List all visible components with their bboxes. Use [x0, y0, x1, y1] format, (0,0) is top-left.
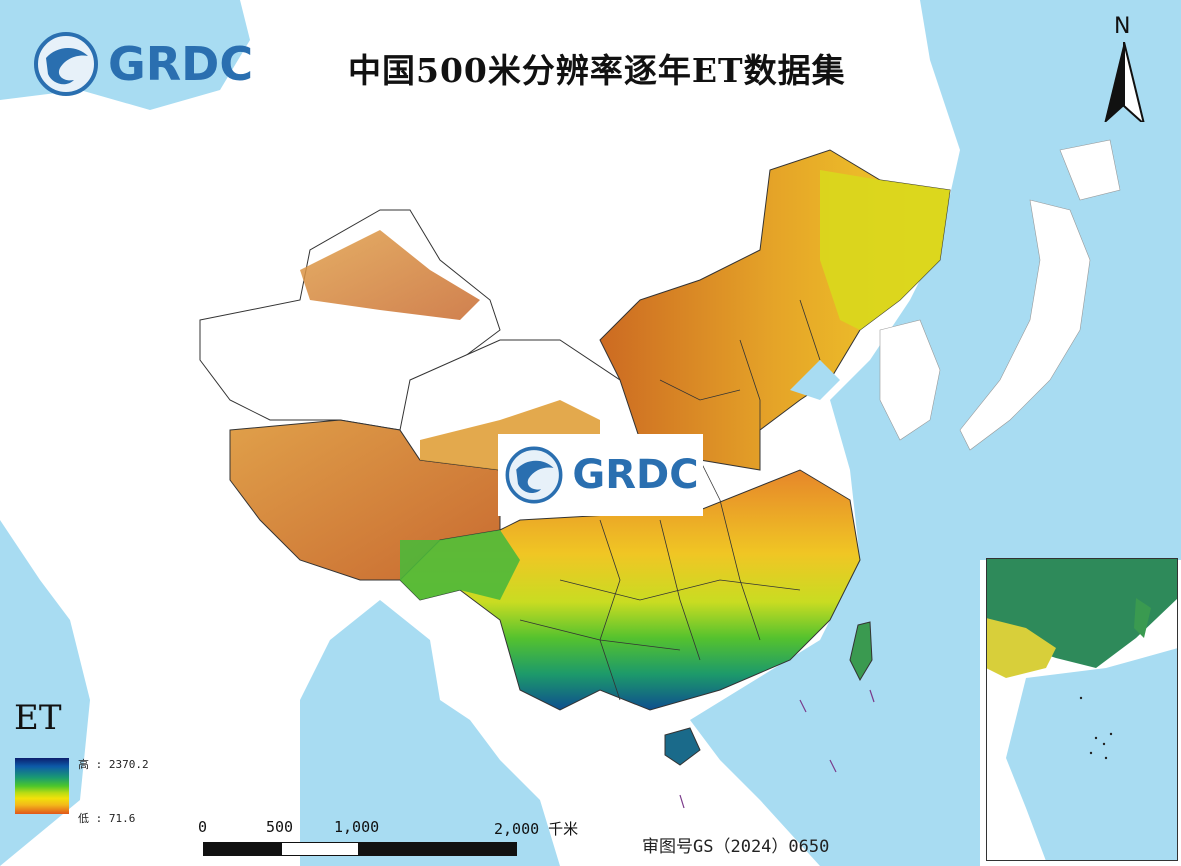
province-borders [519, 299, 821, 701]
watermark-text: GRDC [572, 452, 699, 498]
grdc-logo: GRDC [30, 28, 253, 100]
scale-label-0: 0 [198, 818, 208, 836]
legend-high-label: 高 : 2370.2 [78, 758, 149, 771]
north-arrow: N [1100, 14, 1150, 122]
korea-peninsula [879, 319, 941, 441]
scale-label-2000: 2,000 千米 [494, 820, 579, 838]
xinjiang-north-basin [300, 230, 480, 320]
globe-icon [34, 32, 98, 96]
scale-label-500: 500 [266, 818, 294, 836]
watermark: GRDC [498, 434, 703, 516]
japan-island [959, 199, 1091, 451]
legend-color-ramp [15, 758, 69, 814]
north-label: N [1114, 14, 1131, 39]
scale-segment-2 [281, 842, 359, 856]
inset-map [986, 558, 1178, 861]
bohai-bay [790, 360, 840, 400]
hokkaido-island [1059, 139, 1121, 201]
scale-segment-3 [359, 842, 517, 856]
map-title: 中国500米分辨率逐年ET数据集 [348, 51, 846, 90]
china-north-east-green [820, 170, 950, 330]
north-arrow-icon [1104, 42, 1145, 122]
logo-text: GRDC [108, 37, 254, 91]
hainan-island [664, 727, 701, 766]
tibet-south-green [400, 530, 520, 600]
ocean-arabian-sea [0, 520, 90, 866]
approval-number: 审图号GS（2024）0650 [642, 837, 830, 857]
legend-low-label: 低 : 71.6 [78, 812, 136, 825]
ocean-bay-of-bengal [300, 600, 560, 866]
nine-dash-line [679, 689, 875, 809]
south-china-sea-inset-frame [986, 558, 1178, 861]
scale-segment-1 [203, 842, 281, 856]
legend-title: ET [14, 698, 62, 738]
watermark-globe-icon [505, 446, 563, 504]
taiwan-island [849, 621, 873, 682]
scale-label-1000: 1,000 [334, 818, 380, 836]
